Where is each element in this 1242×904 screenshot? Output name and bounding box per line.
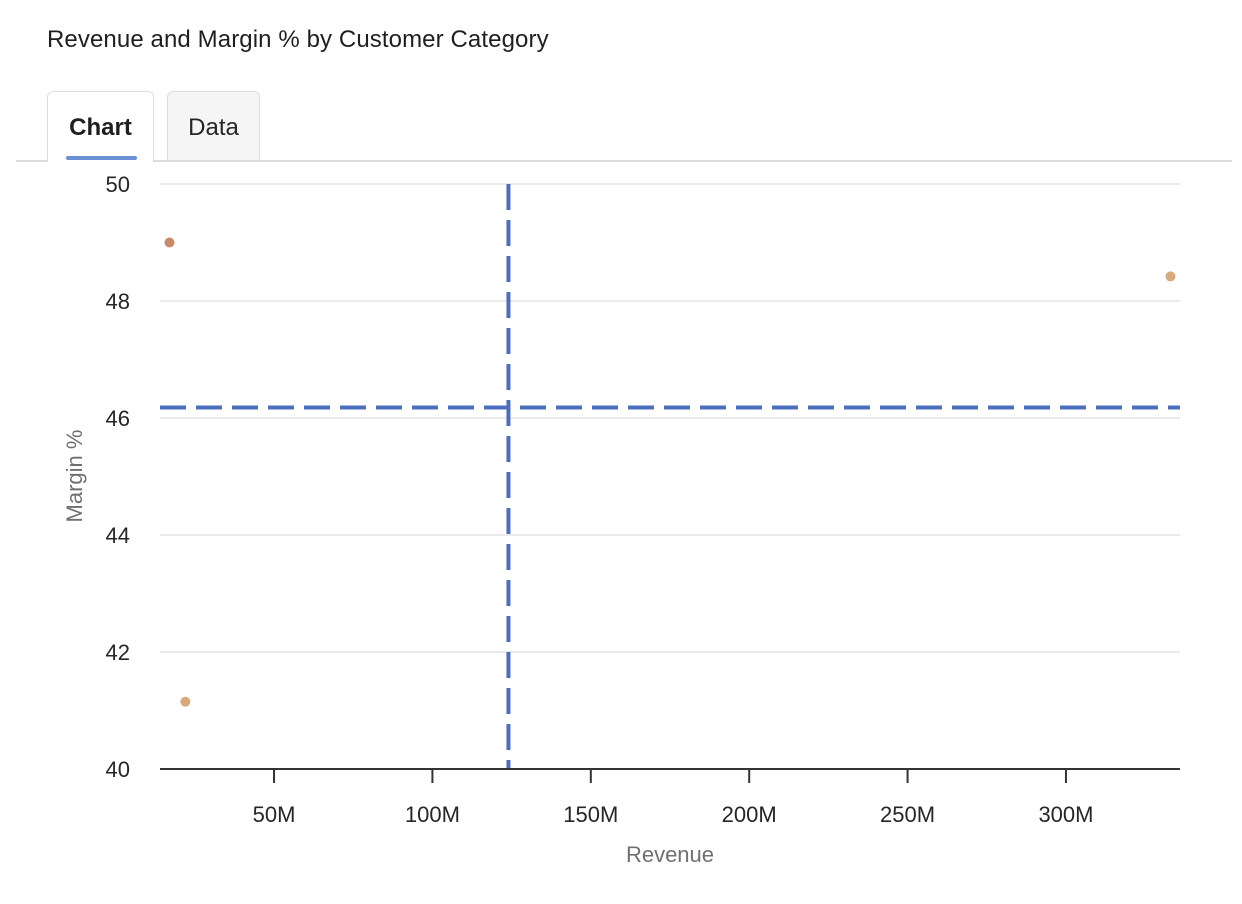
y-tick-label: 40 [106, 757, 130, 782]
data-point [180, 696, 191, 707]
y-tick-label: 42 [106, 640, 130, 665]
x-tick-label: 50M [253, 802, 296, 827]
y-tick-label: 46 [106, 406, 130, 431]
tab-bar-divider [16, 160, 1232, 162]
chart-title: Revenue and Margin % by Customer Categor… [47, 26, 549, 53]
tab-chart[interactable]: Chart [47, 91, 154, 162]
x-tick-label: 100M [405, 802, 460, 827]
axes [160, 768, 1180, 783]
x-axis-title: Revenue [626, 842, 714, 867]
data-point [164, 237, 175, 248]
y-tick-label: 44 [106, 523, 130, 548]
gridlines [160, 183, 1180, 653]
y-axis-title: Margin % [62, 430, 87, 523]
x-tick-label: 250M [880, 802, 935, 827]
tick-labels: 40 42 44 46 48 50 50M 100M 150M 200M 250M 300M [106, 172, 1094, 827]
y-tick-label: 50 [106, 172, 130, 197]
data-points [164, 237, 1176, 707]
x-tick-label: 150M [563, 802, 618, 827]
tab-data[interactable]: Data [167, 91, 260, 161]
data-point [1165, 271, 1176, 282]
x-tick-label: 200M [722, 802, 777, 827]
reference-lines [160, 184, 1180, 769]
x-tick-label: 300M [1038, 802, 1093, 827]
active-tab-indicator [66, 156, 137, 160]
y-tick-label: 48 [106, 289, 130, 314]
